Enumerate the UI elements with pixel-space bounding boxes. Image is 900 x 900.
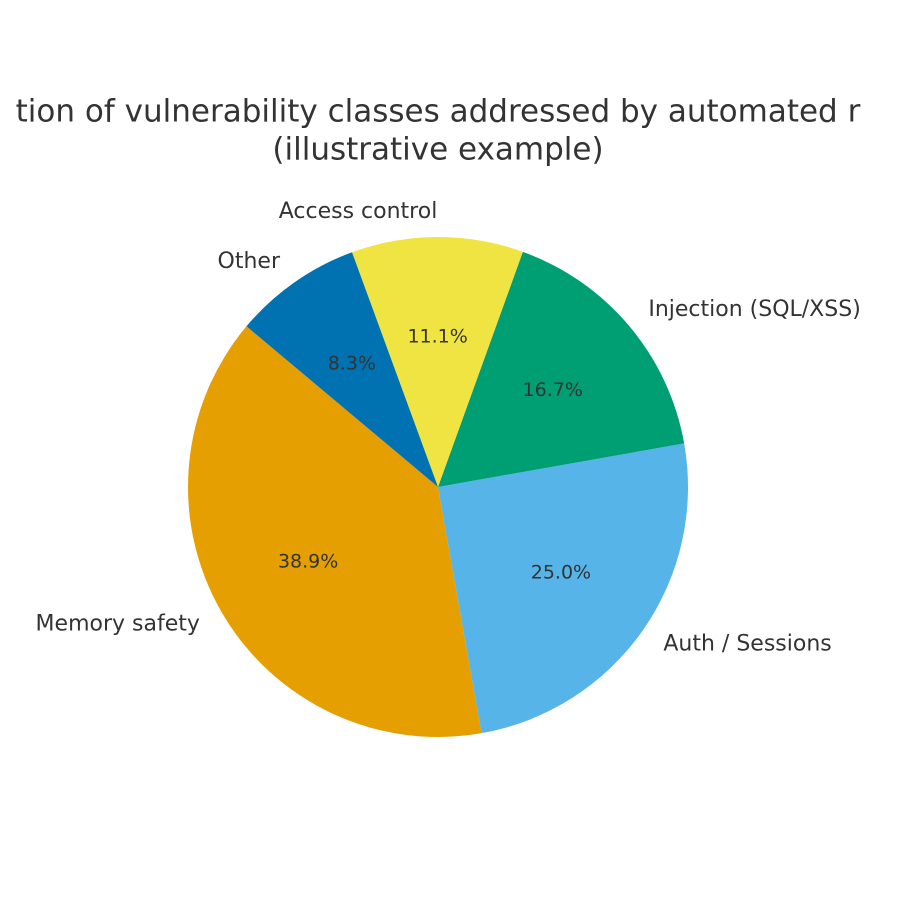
slice-label: Injection (SQL/XSS) <box>648 297 860 322</box>
chart-subtitle: (illustrative example) <box>272 132 603 168</box>
slice-percent: 38.9% <box>278 551 338 573</box>
pie-slice <box>246 252 438 487</box>
slice-label: Memory safety <box>36 612 200 637</box>
slice-percent: 16.7% <box>523 379 583 401</box>
slice-percent: 25.0% <box>531 561 591 583</box>
slice-percent: 8.3% <box>328 353 376 375</box>
slice-percent: 11.1% <box>407 326 467 348</box>
pie-slice <box>188 326 482 737</box>
pie-slice <box>438 443 688 734</box>
chart-title: tion of vulnerability classes addressed … <box>16 94 861 130</box>
slice-label: Auth / Sessions <box>663 632 831 657</box>
pie-slice <box>438 251 685 487</box>
pie-slice <box>352 236 523 487</box>
slice-label: Access control <box>279 199 438 224</box>
slice-label: Other <box>218 249 281 274</box>
